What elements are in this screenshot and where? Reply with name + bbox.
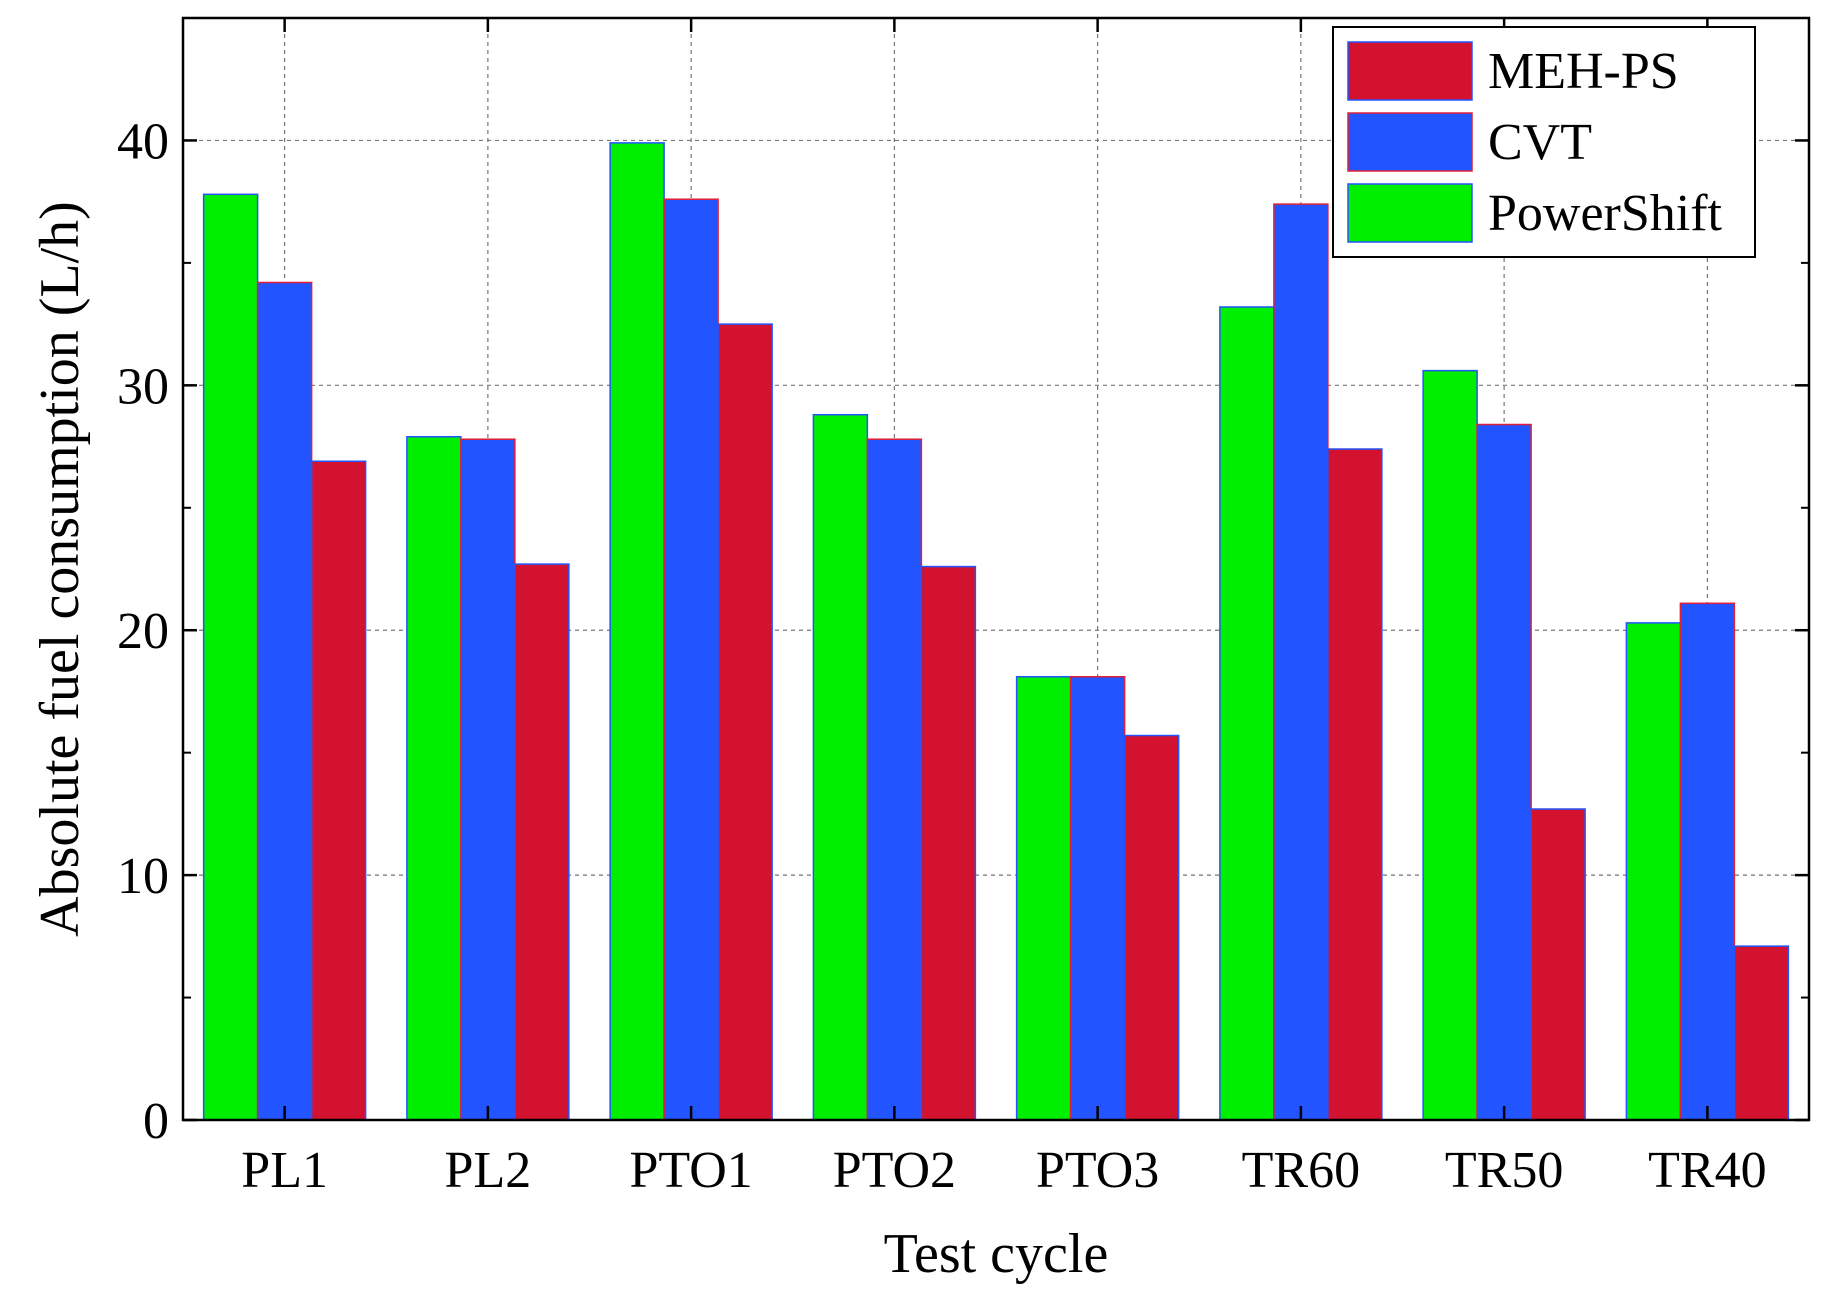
bar-powershift-pto3	[1015, 676, 1072, 1121]
x-tick-label: TR50	[1445, 1142, 1563, 1199]
legend-label-cvt: CVT	[1488, 114, 1592, 171]
bar-powershift-pl2	[406, 436, 462, 1121]
y-tick-label: 20	[117, 603, 169, 660]
legend-swatch-meh-ps	[1347, 41, 1473, 101]
legend-label-powershift: PowerShift	[1488, 185, 1723, 242]
x-tick-labels: PL1 PL2 PTO1 PTO2 PTO3 TR60 TR50 TR40	[241, 1142, 1766, 1199]
bar-cvt-tr60	[1273, 203, 1329, 1121]
x-tick-label: TR40	[1648, 1142, 1766, 1199]
bar-meh-ps-pto2	[920, 565, 977, 1121]
bar-powershift-pto1	[609, 142, 665, 1121]
x-tick-label: TR60	[1242, 1142, 1360, 1199]
y-tick-label: 30	[117, 358, 169, 415]
bar-meh-ps-pl1	[310, 460, 367, 1121]
bar-cvt-pto3	[1069, 676, 1126, 1121]
y-tick-label: 0	[143, 1093, 169, 1150]
legend-swatch-powershift	[1347, 183, 1473, 243]
bar-cvt-tr50	[1476, 423, 1532, 1121]
bar-cvt-pto1	[663, 198, 719, 1121]
plot-frame	[181, 16, 1811, 1122]
bar-cvt-pto2	[866, 438, 923, 1121]
bar-meh-ps-pto1	[717, 323, 773, 1121]
bars	[202, 142, 1790, 1121]
bar-cvt-tr40	[1679, 602, 1736, 1121]
y-tick-label: 10	[117, 848, 169, 905]
x-tick-label: PTO1	[629, 1142, 752, 1199]
bar-cvt-pl1	[256, 281, 313, 1121]
bar-powershift-tr40	[1625, 622, 1682, 1121]
bar-meh-ps-pl2	[514, 563, 570, 1121]
y-axis-title: Absolute fuel consumption (L/h)	[29, 201, 91, 937]
bar-powershift-tr60	[1219, 306, 1275, 1121]
x-tick-label: PL1	[241, 1142, 328, 1199]
bar-meh-ps-tr40	[1733, 945, 1790, 1121]
x-tick-label: PTO2	[833, 1142, 956, 1199]
bar-meh-ps-tr60	[1327, 448, 1383, 1121]
legend: MEH-PS CVT PowerShift	[1332, 26, 1756, 258]
bar-powershift-tr50	[1422, 369, 1478, 1121]
bar-powershift-pto2	[812, 413, 869, 1121]
y-tick-label: 40	[117, 113, 169, 170]
x-tick-label: PL2	[445, 1142, 532, 1199]
x-tick-label: PTO3	[1036, 1142, 1159, 1199]
bar-powershift-pl1	[202, 193, 259, 1121]
bar-meh-ps-pto3	[1123, 734, 1180, 1121]
legend-label-meh-ps: MEH-PS	[1488, 43, 1679, 100]
bar-meh-ps-tr50	[1530, 808, 1586, 1121]
y-tick-labels: 0 10 20 30 40	[117, 113, 169, 1150]
x-axis-title: Test cycle	[884, 1223, 1109, 1285]
legend-swatch-cvt	[1347, 112, 1473, 172]
bar-cvt-pl2	[460, 438, 516, 1121]
